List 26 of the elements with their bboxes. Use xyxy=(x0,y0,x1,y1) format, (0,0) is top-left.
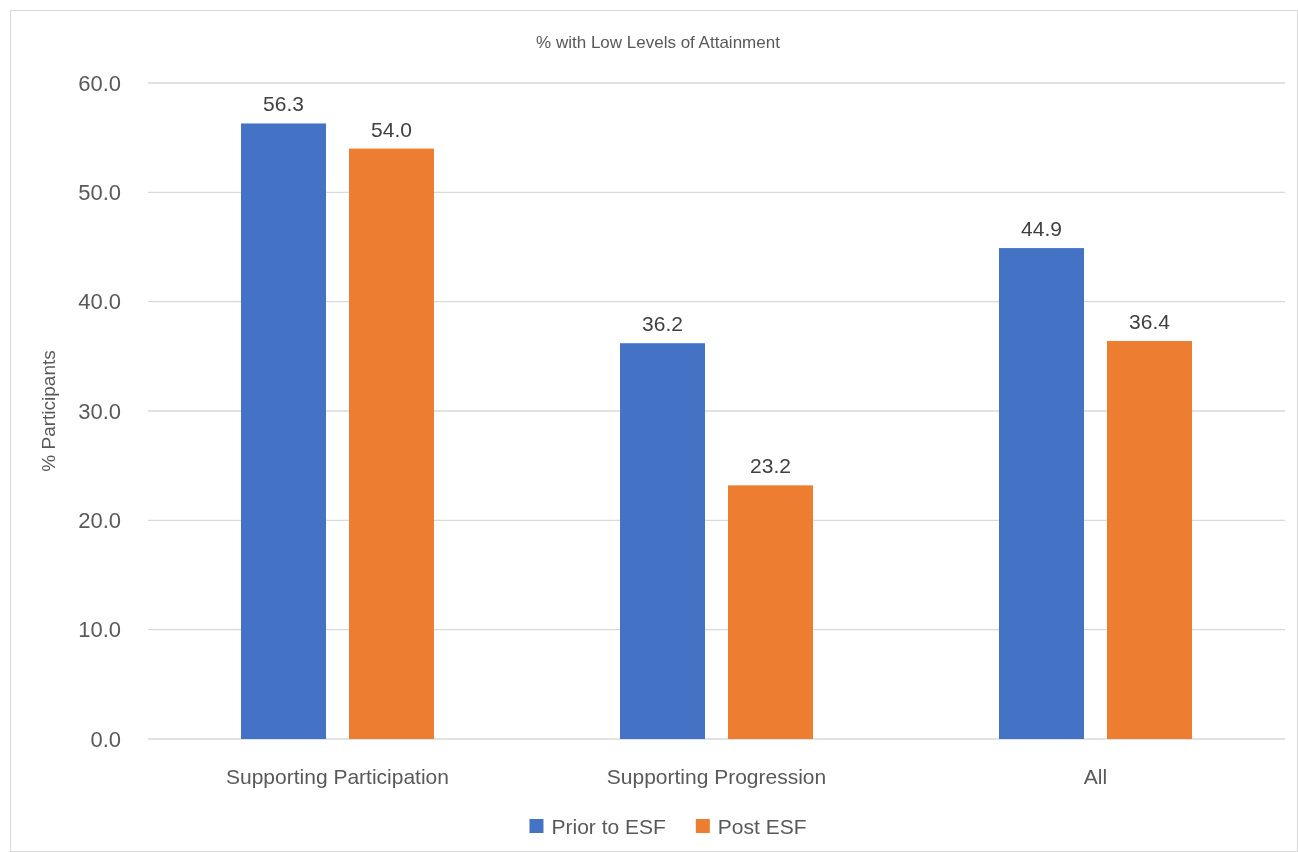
y-tick-label: 0.0 xyxy=(90,726,121,752)
data-label: 23.2 xyxy=(750,454,791,478)
y-tick-label: 20.0 xyxy=(78,507,121,533)
bar xyxy=(728,485,813,739)
bar xyxy=(1107,341,1192,739)
y-tick-label: 60.0 xyxy=(78,70,121,96)
data-label: 54.0 xyxy=(371,117,412,141)
chart-title: % with Low Levels of Attainment xyxy=(536,33,781,52)
bar xyxy=(999,248,1084,739)
y-axis-title: % Participants xyxy=(37,350,59,472)
y-tick-label: 30.0 xyxy=(78,398,121,424)
x-tick-label: All xyxy=(1083,764,1108,788)
data-label: 36.2 xyxy=(642,312,683,336)
data-label: 44.9 xyxy=(1021,217,1062,241)
data-label: 36.4 xyxy=(1129,310,1171,334)
legend-label: Post ESF xyxy=(717,814,807,838)
y-tick-label: 50.0 xyxy=(78,179,121,205)
x-tick-label: Supporting Progression xyxy=(606,764,827,788)
y-tick-label: 40.0 xyxy=(78,289,121,315)
bar xyxy=(241,123,326,739)
y-tick-label: 10.0 xyxy=(78,617,121,643)
bar xyxy=(620,343,705,739)
legend-label: Prior to ESF xyxy=(551,814,666,838)
data-label: 56.3 xyxy=(263,92,304,116)
bar xyxy=(349,148,434,739)
x-tick-label: Supporting Participation xyxy=(226,764,449,788)
